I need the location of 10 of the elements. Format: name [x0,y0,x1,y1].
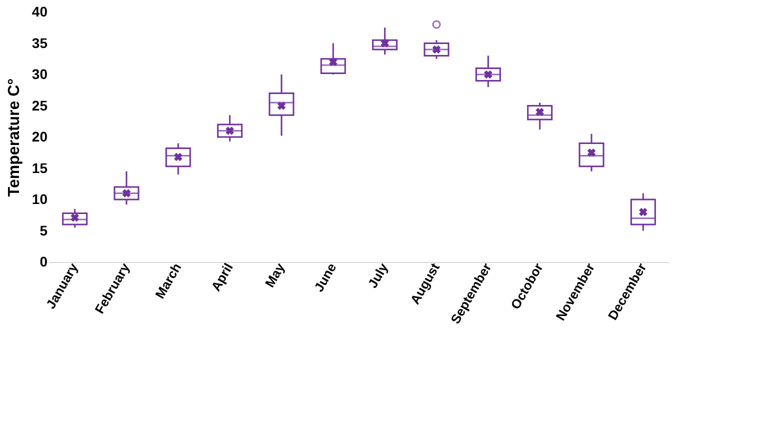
y-tick-label: 25 [32,97,48,114]
y-tick-label: 30 [32,66,48,82]
y-tick-label: 40 [32,4,48,20]
y-tick-label: 15 [32,160,48,176]
y-tick-label: 5 [40,222,48,238]
y-tick-label: 20 [32,128,48,144]
y-axis-title: Temperature C° [6,78,23,197]
y-tick-label: 0 [40,254,48,270]
y-tick-label: 35 [32,34,48,51]
y-tick-label: 10 [32,191,48,207]
